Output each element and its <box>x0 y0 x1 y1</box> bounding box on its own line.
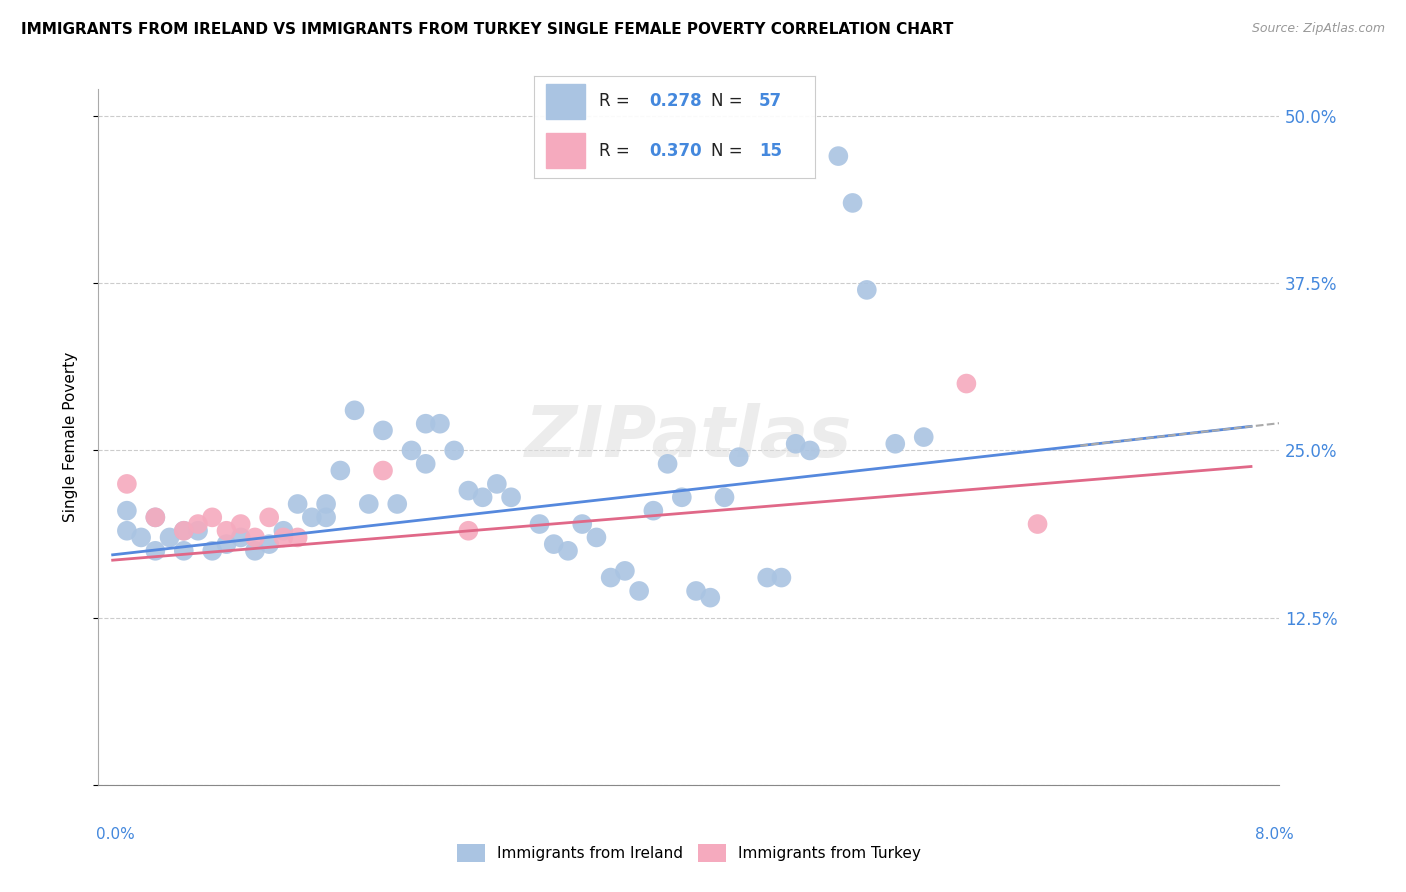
Point <box>371 424 394 438</box>
Point <box>499 490 522 504</box>
Text: IMMIGRANTS FROM IRELAND VS IMMIGRANTS FROM TURKEY SINGLE FEMALE POVERTY CORRELAT: IMMIGRANTS FROM IRELAND VS IMMIGRANTS FR… <box>21 22 953 37</box>
Text: N =: N = <box>711 93 748 111</box>
Point <box>415 417 437 431</box>
Point <box>143 544 166 558</box>
Point <box>243 530 266 544</box>
Point <box>129 530 152 544</box>
Point <box>457 483 479 498</box>
Point <box>159 530 181 544</box>
Point <box>301 510 323 524</box>
Point <box>643 503 665 517</box>
Point <box>273 524 295 538</box>
Point <box>343 403 366 417</box>
Point <box>215 524 238 538</box>
Point <box>115 503 138 517</box>
Point <box>115 524 138 538</box>
Point <box>443 443 465 458</box>
Text: N =: N = <box>711 142 748 160</box>
Point <box>187 524 209 538</box>
Point <box>173 544 195 558</box>
Y-axis label: Single Female Poverty: Single Female Poverty <box>63 352 77 522</box>
Point <box>799 443 821 458</box>
Text: 57: 57 <box>759 93 782 111</box>
Point <box>329 464 352 478</box>
FancyBboxPatch shape <box>546 84 585 119</box>
Point <box>685 584 707 599</box>
Text: 15: 15 <box>759 142 782 160</box>
Point <box>585 530 607 544</box>
Point <box>657 457 679 471</box>
Point <box>401 443 423 458</box>
Text: Source: ZipAtlas.com: Source: ZipAtlas.com <box>1251 22 1385 36</box>
Point <box>173 524 195 538</box>
Point <box>884 436 907 450</box>
Text: R =: R = <box>599 93 636 111</box>
Point <box>187 516 209 531</box>
Point <box>756 571 779 585</box>
Point <box>955 376 977 391</box>
FancyBboxPatch shape <box>546 133 585 168</box>
Point <box>115 476 138 491</box>
Point <box>770 571 793 585</box>
Point <box>827 149 849 163</box>
Point <box>727 450 749 464</box>
Point <box>671 490 693 504</box>
Point <box>457 524 479 538</box>
Point <box>387 497 409 511</box>
Point <box>613 564 636 578</box>
Point <box>229 530 252 544</box>
Point <box>357 497 380 511</box>
Point <box>229 516 252 531</box>
Point <box>485 476 508 491</box>
Text: 0.370: 0.370 <box>650 142 702 160</box>
Point <box>557 544 579 558</box>
Point <box>371 464 394 478</box>
Point <box>243 544 266 558</box>
Point <box>201 544 224 558</box>
Point <box>1026 516 1049 531</box>
Text: R =: R = <box>599 142 636 160</box>
Point <box>471 490 494 504</box>
Point <box>143 510 166 524</box>
Point <box>529 516 551 531</box>
Point <box>257 537 280 551</box>
Point <box>856 283 879 297</box>
Point <box>628 584 651 599</box>
Point <box>215 537 238 551</box>
Point <box>912 430 935 444</box>
Point <box>315 497 337 511</box>
Point <box>415 457 437 471</box>
Point <box>287 530 309 544</box>
Text: 8.0%: 8.0% <box>1254 827 1294 841</box>
Point <box>713 490 735 504</box>
Text: 0.0%: 0.0% <box>96 827 135 841</box>
Point <box>201 510 224 524</box>
Text: ZIPatlas: ZIPatlas <box>526 402 852 472</box>
Point <box>571 516 593 531</box>
Point <box>143 510 166 524</box>
Point <box>699 591 721 605</box>
Point <box>429 417 451 431</box>
Point <box>287 497 309 511</box>
Point <box>273 530 295 544</box>
Point <box>841 196 863 211</box>
Point <box>315 510 337 524</box>
Text: 0.278: 0.278 <box>650 93 702 111</box>
Legend: Immigrants from Ireland, Immigrants from Turkey: Immigrants from Ireland, Immigrants from… <box>451 838 927 868</box>
Point <box>785 436 807 450</box>
Point <box>543 537 565 551</box>
Point <box>599 571 621 585</box>
Point <box>173 524 195 538</box>
Point <box>257 510 280 524</box>
